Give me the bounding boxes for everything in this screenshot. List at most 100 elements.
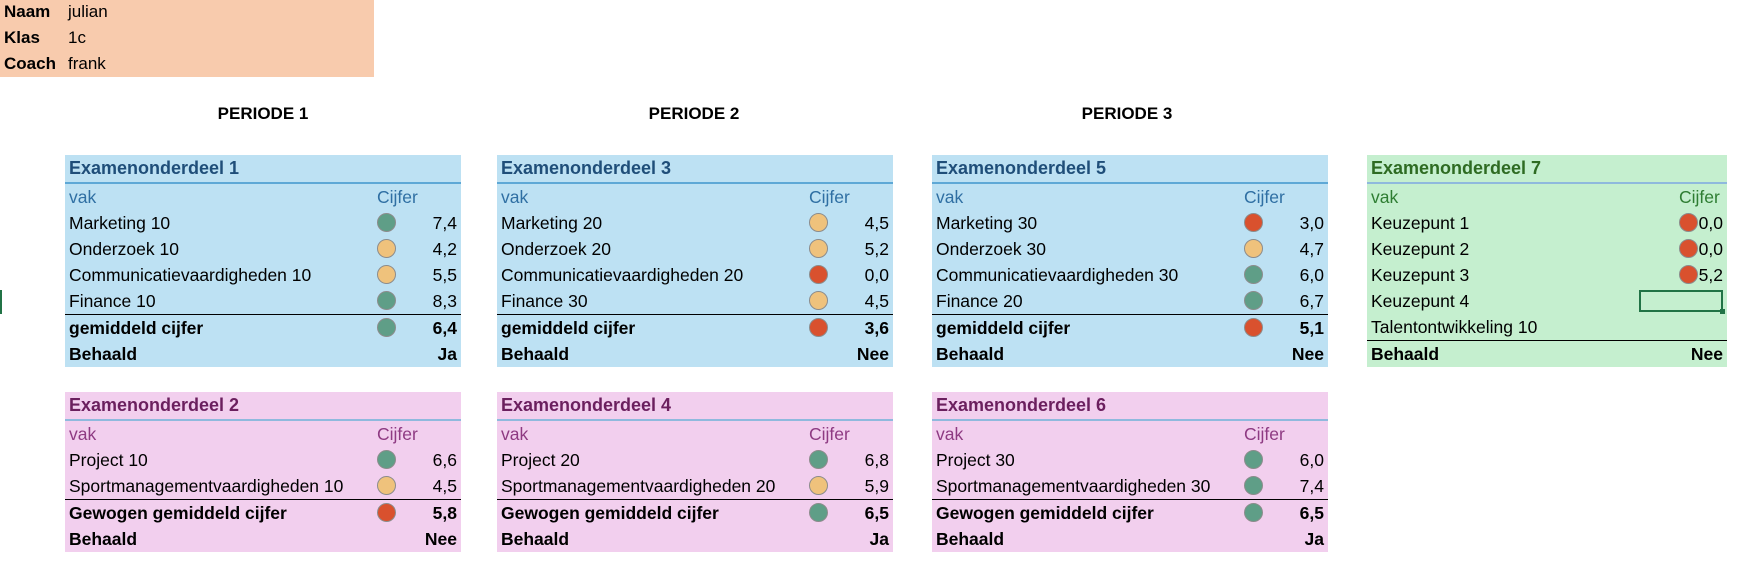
grade-value[interactable]: 6,6 — [432, 450, 457, 470]
subject-row[interactable]: Onderzoek 10 4,2 — [65, 236, 461, 262]
column-header-row: vak Cijfer — [932, 184, 1328, 210]
subject-row[interactable]: Talentontwikkeling 10 — [1367, 314, 1727, 341]
grade-value[interactable]: 5,2 — [864, 239, 889, 259]
selected-cell[interactable] — [1639, 290, 1725, 314]
student-class-row[interactable]: Klas 1c — [4, 26, 86, 50]
subject-row[interactable]: Marketing 20 4,5 — [497, 210, 893, 236]
result-label: Behaald — [69, 344, 138, 364]
result-row[interactable]: Behaald Ja — [65, 341, 461, 367]
average-value[interactable]: 6,4 — [432, 318, 457, 338]
grade-value[interactable]: 4,5 — [432, 476, 457, 496]
grade-value[interactable]: 4,5 — [864, 291, 889, 311]
subject-row[interactable]: Keuzepunt 3 5,2 — [1367, 262, 1727, 288]
subject-row[interactable]: Finance 10 8,3 — [65, 288, 461, 314]
subject-label: Finance 10 — [69, 291, 156, 311]
grade-value[interactable]: 7,4 — [432, 213, 457, 233]
grade-value[interactable]: 7,4 — [1299, 476, 1324, 496]
result-value[interactable]: Nee — [1690, 344, 1723, 364]
subject-row[interactable]: Keuzepunt 2 0,0 — [1367, 236, 1727, 262]
exam-part-1: Examenonderdeel 1 vak Cijfer Marketing 10 7,… — [65, 155, 461, 367]
result-row[interactable]: Behaald Nee — [497, 341, 893, 367]
average-label: Gewogen gemiddeld cijfer — [501, 503, 719, 523]
grade-column-header: Cijfer — [377, 187, 418, 207]
subject-row[interactable]: Project 30 6,0 — [932, 447, 1328, 473]
result-row[interactable]: Behaald Nee — [1367, 341, 1727, 367]
result-value[interactable]: Ja — [437, 344, 457, 364]
grade-value[interactable]: 0,0 — [1698, 239, 1723, 259]
grade-status-icon — [377, 476, 396, 495]
average-value[interactable]: 3,6 — [864, 318, 889, 338]
grade-status-icon — [1244, 239, 1263, 258]
student-info-block: Naam julian Klas 1c Coach frank — [0, 0, 374, 77]
average-row[interactable]: gemiddeld cijfer 5,1 — [932, 314, 1328, 341]
grade-value[interactable]: 0,0 — [1698, 213, 1723, 233]
result-value[interactable]: Ja — [1304, 529, 1324, 549]
subject-row[interactable]: Sportmanagementvaardigheden 10 4,5 — [65, 473, 461, 499]
subject-row[interactable]: Communicatievaardigheden 30 6,0 — [932, 262, 1328, 288]
grade-value[interactable]: 6,7 — [1299, 291, 1324, 311]
exam-part-title: Examenonderdeel 6 — [932, 392, 1328, 421]
subject-column-header: vak — [69, 424, 97, 444]
subject-row[interactable]: Project 20 6,8 — [497, 447, 893, 473]
student-coach-row[interactable]: Coach frank — [4, 52, 106, 76]
subject-label: Onderzoek 30 — [936, 239, 1046, 259]
result-label: Behaald — [936, 529, 1005, 549]
result-row[interactable]: Behaald Nee — [932, 341, 1328, 367]
subject-row[interactable]: Sportmanagementvaardigheden 30 7,4 — [932, 473, 1328, 499]
exam-part-title: Examenonderdeel 7 — [1367, 155, 1727, 184]
subject-row[interactable]: Marketing 30 3,0 — [932, 210, 1328, 236]
grade-value[interactable]: 6,8 — [864, 450, 889, 470]
result-value[interactable]: Nee — [1291, 344, 1324, 364]
average-row[interactable]: Gewogen gemiddeld cijfer 6,5 — [497, 499, 893, 526]
average-row[interactable]: gemiddeld cijfer 6,4 — [65, 314, 461, 341]
subject-row[interactable]: Project 10 6,6 — [65, 447, 461, 473]
subject-column-header: vak — [501, 424, 529, 444]
subject-row[interactable]: Communicatievaardigheden 10 5,5 — [65, 262, 461, 288]
subject-label: Communicatievaardigheden 30 — [936, 265, 1179, 285]
result-value[interactable]: Nee — [424, 529, 457, 549]
grade-value[interactable]: 8,3 — [432, 291, 457, 311]
subject-row[interactable]: Sportmanagementvaardigheden 20 5,9 — [497, 473, 893, 499]
subject-row[interactable]: Keuzepunt 1 0,0 — [1367, 210, 1727, 236]
average-row[interactable]: Gewogen gemiddeld cijfer 5,8 — [65, 499, 461, 526]
result-row[interactable]: Behaald Ja — [497, 526, 893, 552]
subject-row[interactable]: Onderzoek 30 4,7 — [932, 236, 1328, 262]
subject-label: Onderzoek 20 — [501, 239, 611, 259]
average-row[interactable]: Gewogen gemiddeld cijfer 6,5 — [932, 499, 1328, 526]
subject-row[interactable]: Communicatievaardigheden 20 0,0 — [497, 262, 893, 288]
result-row[interactable]: Behaald Ja — [932, 526, 1328, 552]
subject-label: Keuzepunt 4 — [1371, 291, 1470, 311]
grade-value[interactable]: 3,0 — [1299, 213, 1324, 233]
exam-part-title: Examenonderdeel 3 — [497, 155, 893, 184]
result-row[interactable]: Behaald Nee — [65, 526, 461, 552]
grade-value[interactable]: 6,0 — [1299, 450, 1324, 470]
row-indicator — [0, 290, 2, 314]
subject-label: Communicatievaardigheden 10 — [69, 265, 312, 285]
student-name-row[interactable]: Naam julian — [4, 0, 108, 24]
subject-row[interactable]: Keuzepunt 4 — [1367, 288, 1727, 314]
average-value[interactable]: 5,1 — [1299, 318, 1324, 338]
average-value[interactable]: 6,5 — [864, 503, 889, 523]
average-row[interactable]: gemiddeld cijfer 3,6 — [497, 314, 893, 341]
result-value[interactable]: Ja — [869, 529, 889, 549]
subject-row[interactable]: Finance 30 4,5 — [497, 288, 893, 314]
grade-column-header: Cijfer — [377, 424, 418, 444]
grade-value[interactable]: 6,0 — [1299, 265, 1324, 285]
subject-row[interactable]: Marketing 10 7,4 — [65, 210, 461, 236]
subject-row[interactable]: Finance 20 6,7 — [932, 288, 1328, 314]
grade-status-icon — [377, 291, 396, 310]
subject-row[interactable]: Onderzoek 20 5,2 — [497, 236, 893, 262]
average-value[interactable]: 5,8 — [432, 503, 457, 523]
subject-column-header: vak — [501, 187, 529, 207]
grade-value[interactable]: 4,7 — [1299, 239, 1324, 259]
grade-value[interactable]: 4,2 — [432, 239, 457, 259]
grade-value[interactable]: 5,2 — [1698, 265, 1723, 285]
subject-label: Keuzepunt 3 — [1371, 265, 1470, 285]
grade-value[interactable]: 0,0 — [864, 265, 889, 285]
grade-value[interactable]: 5,5 — [432, 265, 457, 285]
grade-value[interactable]: 4,5 — [864, 213, 889, 233]
exam-part-4: Examenonderdeel 7 vak Cijfer Keuzepunt 1 0,0… — [1367, 155, 1727, 367]
result-value[interactable]: Nee — [856, 344, 889, 364]
grade-value[interactable]: 5,9 — [864, 476, 889, 496]
average-value[interactable]: 6,5 — [1299, 503, 1324, 523]
